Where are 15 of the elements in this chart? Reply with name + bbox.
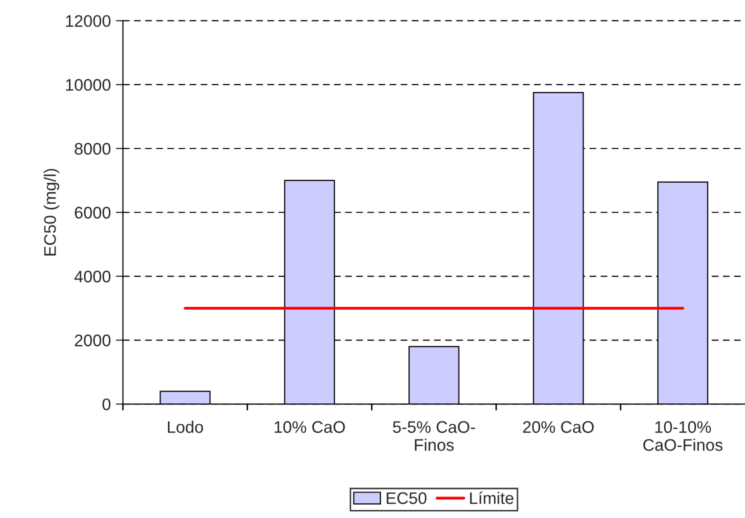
- y-tick-label: 8000: [74, 142, 110, 155]
- legend-label: EC50: [386, 492, 426, 504]
- legend-label: Límite: [470, 492, 514, 504]
- y-tick-label: 2000: [74, 334, 110, 346]
- y-axis-title: EC50 (mg/l): [44, 168, 60, 256]
- y-tick-label: 6000: [74, 206, 110, 219]
- y-tick-label: 0: [102, 398, 110, 410]
- x-tick-label: 10-10% CaO-Finos: [643, 421, 722, 451]
- x-tick-label: 5-5% CaO- Finos: [392, 421, 475, 451]
- x-tick-label: 10% CaO: [274, 421, 345, 433]
- x-tick-label: 20% CaO: [523, 421, 594, 433]
- x-tick-label: Lodo: [168, 420, 203, 433]
- y-tick-label: 12000: [66, 15, 110, 27]
- y-tick-label: 4000: [74, 270, 110, 282]
- y-tick-label: 10000: [66, 79, 110, 91]
